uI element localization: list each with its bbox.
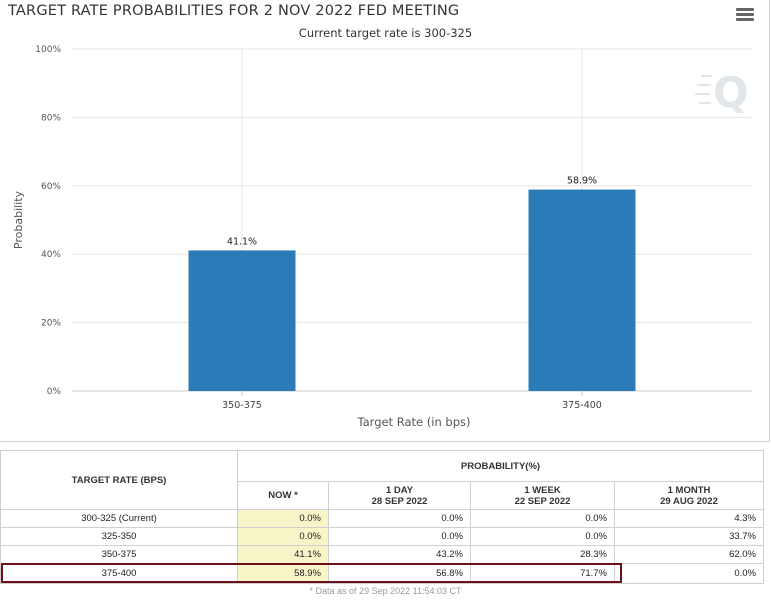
probability-cell: 0.0% [237, 509, 329, 528]
chart-panel: TARGET RATE PROBABILITIES FOR 2 NOV 2022… [0, 0, 770, 442]
probability-table: TARGET RATE (BPS) PROBABILITY(%) NOW * 1 … [0, 450, 764, 584]
table-row: 300-325 (Current) 0.0% 0.0% 0.0% 4.3% [0, 509, 764, 528]
data-timestamp-note: * Data as of 29 Sep 2022 11:54:03 CT [309, 586, 462, 596]
y-axis-title: Probability [12, 190, 25, 249]
probability-cell: 41.1% [237, 545, 329, 564]
column-header: 1 DAY 28 SEP 2022 [328, 481, 471, 510]
probability-cell: 0.0% [470, 509, 615, 528]
probability-cell: 28.3% [470, 545, 615, 564]
x-axis-title: Target Rate (in bps) [357, 415, 471, 429]
y-tick-label: 60% [41, 182, 61, 192]
probability-cell: 43.2% [328, 545, 471, 564]
column-header: 1 MONTH 29 AUG 2022 [614, 481, 764, 510]
column-header-date: 28 SEP 2022 [371, 495, 428, 507]
rate-cell: 300-325 (Current) [0, 509, 238, 528]
header-probability: PROBABILITY(%) [237, 450, 764, 482]
column-header: 1 WEEK 22 SEP 2022 [470, 481, 615, 510]
column-header: NOW * [237, 481, 329, 510]
probability-cell: 0.0% [328, 509, 471, 528]
rate-cell: 350-375 [0, 545, 238, 564]
q-logo-icon: Q [695, 68, 749, 117]
chart-title: TARGET RATE PROBABILITIES FOR 2 NOV 2022… [8, 3, 460, 19]
probability-cell: 0.0% [614, 563, 764, 584]
table-row: 350-375 41.1% 43.2% 28.3% 62.0% [0, 545, 764, 564]
table-row: 375-400 58.9% 56.8% 71.7% 0.0% [0, 563, 764, 584]
bar-value-label: 41.1% [227, 236, 257, 247]
column-header-line1: 1 WEEK [524, 484, 561, 496]
bar-chart: Q 0% 20% 40% 60% 80% 100% 41.1% 350-375 58.9% 37… [12, 45, 752, 429]
y-tick-label: 100% [35, 45, 61, 55]
probability-cell: 62.0% [614, 545, 764, 564]
column-header-line1: 1 MONTH [667, 484, 711, 496]
bar-350-375[interactable] [188, 250, 296, 391]
y-tick-label: 80% [41, 113, 61, 123]
probability-cell: 58.9% [237, 563, 329, 584]
probability-cell: 0.0% [328, 527, 471, 546]
y-tick-label: 0% [47, 387, 62, 397]
probability-cell: 0.0% [237, 527, 329, 546]
column-header-date: 22 SEP 2022 [514, 495, 571, 507]
probability-cell: 0.0% [470, 527, 615, 546]
table-row: 325-350 0.0% 0.0% 0.0% 33.7% [0, 527, 764, 546]
probability-table-wrapper: TARGET RATE (BPS) PROBABILITY(%) NOW * 1 … [0, 450, 771, 584]
probability-cell: 33.7% [614, 527, 764, 546]
chart-subtitle: Current target rate is 300-325 [298, 26, 473, 40]
probability-cell: 56.8% [328, 563, 471, 584]
y-tick-label: 40% [41, 250, 61, 260]
probability-cell: 4.3% [614, 509, 764, 528]
bar-375-400[interactable] [528, 189, 636, 391]
column-header-line1: 1 DAY [385, 484, 414, 496]
bar-value-label: 58.9% [567, 176, 597, 187]
rate-cell: 325-350 [0, 527, 238, 546]
hamburger-menu-icon[interactable] [736, 8, 754, 22]
probability-cell: 71.7% [470, 563, 615, 584]
svg-text:Q: Q [713, 68, 749, 117]
column-header-date: 29 AUG 2022 [660, 495, 718, 507]
x-tick-label: 350-375 [222, 400, 262, 411]
rate-cell: 375-400 [0, 563, 238, 584]
column-header-line1: NOW * [268, 490, 298, 501]
header-target-rate: TARGET RATE (BPS) [0, 450, 238, 510]
x-tick-label: 375-400 [562, 400, 602, 411]
y-tick-label: 20% [41, 319, 61, 329]
